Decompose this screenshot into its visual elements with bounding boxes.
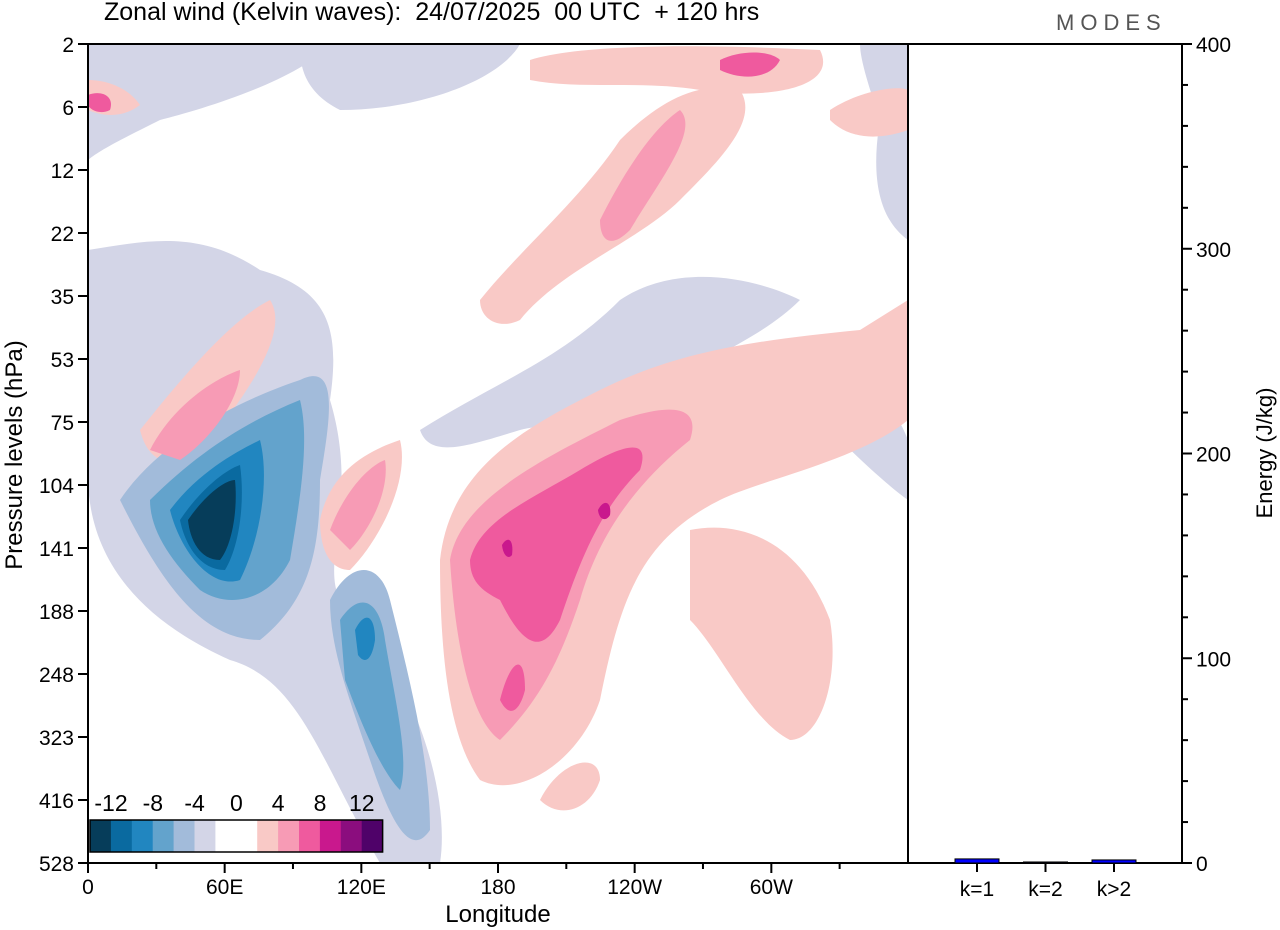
y-tick-label: 2 <box>62 34 74 57</box>
contour-neg <box>355 617 375 660</box>
energy-tick-label: 100 <box>1196 648 1231 671</box>
colorbar-swatch <box>131 820 154 852</box>
colorbar-swatch <box>257 820 279 852</box>
colorbar-label: -4 <box>184 790 205 816</box>
colorbar-swatch <box>340 820 363 852</box>
y-tick-label: 35 <box>51 286 74 309</box>
colorbar-swatch <box>90 820 112 852</box>
contour-pos <box>470 447 643 642</box>
y-tick-label: 528 <box>39 853 74 876</box>
y-axis-label: Pressure levels (hPa) <box>1 340 28 569</box>
energy-tick-label: 200 <box>1196 444 1231 467</box>
contour-pos <box>540 762 600 811</box>
y-tick-label: 416 <box>39 790 74 813</box>
contour-neg <box>340 602 404 790</box>
contour-pos <box>830 88 908 137</box>
x-tick-label: 120E <box>337 876 386 899</box>
energy-bar <box>1023 861 1068 864</box>
y-tick-label: 6 <box>62 97 74 120</box>
colorbar-swatch <box>152 820 175 852</box>
bar-category-label: k=1 <box>960 878 994 901</box>
x-tick-label: 0 <box>82 876 94 899</box>
x-tick-label: 120W <box>607 876 662 899</box>
x-tick-label: 60W <box>750 876 793 899</box>
y-tick-label: 22 <box>51 223 74 246</box>
contour-neg <box>860 44 908 240</box>
colorbar-swatch <box>278 820 300 852</box>
bar-category-label: k=2 <box>1028 878 1062 901</box>
energy-bar <box>954 858 1000 864</box>
contour-pos <box>150 370 240 460</box>
contour-pos <box>440 300 908 786</box>
contour-pos <box>530 46 824 94</box>
colorbar-swatch <box>194 820 216 852</box>
colorbar-label: 8 <box>314 790 327 816</box>
energy-tick-label: 300 <box>1196 239 1231 262</box>
contour-pos <box>502 539 513 557</box>
x-tick-label: 180 <box>480 876 515 899</box>
colorbar-swatch <box>299 820 321 852</box>
contour-pos <box>598 502 611 520</box>
colorbar-label: -12 <box>94 790 127 816</box>
x-tick-label: 60E <box>206 876 243 899</box>
energy-tick-label: 400 <box>1196 34 1231 57</box>
x-axis-label: Longitude <box>445 901 550 928</box>
y-tick-label: 248 <box>39 664 74 687</box>
contour-neg <box>188 480 236 560</box>
colorbar-swatch <box>319 820 342 852</box>
contour-pos <box>330 460 386 550</box>
colorbar-swatch <box>110 820 133 852</box>
y-tick-label: 104 <box>39 475 74 498</box>
colorbar-frame <box>89 819 384 853</box>
y-tick-label: 53 <box>51 349 74 372</box>
y-tick-label: 75 <box>51 412 74 435</box>
energy-axis-label: Energy (J/kg) <box>1252 388 1277 519</box>
contour-neg <box>420 276 800 448</box>
y-tick-label: 323 <box>39 727 74 750</box>
colorbar-swatch <box>236 820 258 852</box>
y-tick-label: 141 <box>39 538 74 561</box>
bar-category-label: k>2 <box>1097 878 1131 901</box>
chart-title: Zonal wind (Kelvin waves): 24/07/2025 00… <box>104 0 760 26</box>
colorbar-label: 4 <box>272 790 285 816</box>
y-tick-label: 188 <box>39 601 74 624</box>
contour-pos <box>88 93 111 113</box>
contour-field <box>88 44 908 863</box>
colorbar-swatch <box>173 820 195 852</box>
colorbar-swatch <box>361 820 384 852</box>
modes-logo: MODES <box>1056 10 1167 35</box>
colorbar-label: 0 <box>230 790 243 816</box>
colorbar-label: 12 <box>349 790 375 816</box>
colorbar-swatch <box>215 820 237 852</box>
contour-pos <box>690 527 833 740</box>
contour-neg <box>88 44 330 160</box>
contour-pos <box>600 110 686 241</box>
contour-neg <box>300 44 520 110</box>
colorbar-label: -8 <box>143 790 163 816</box>
contour-pos <box>720 52 780 77</box>
y-tick-label: 12 <box>51 160 74 183</box>
bar-frame <box>907 43 1183 864</box>
contour-pos <box>500 664 525 711</box>
energy-bar <box>1091 859 1137 864</box>
energy-tick-label: 0 <box>1196 853 1208 876</box>
